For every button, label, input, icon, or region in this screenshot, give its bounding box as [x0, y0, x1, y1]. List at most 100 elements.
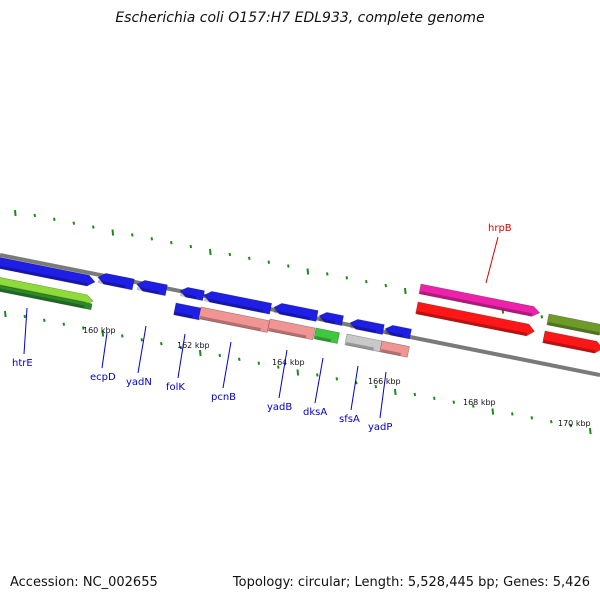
outer-tick [540, 315, 544, 319]
gene-label-yadB: yadB [267, 402, 292, 413]
gene-label-hrpB: hrpB [488, 223, 512, 234]
outer-tick [111, 229, 115, 236]
inner-tick [140, 338, 144, 342]
inner-tick [62, 322, 66, 326]
ruler-label: 170 kbp [558, 419, 591, 428]
inner-tick [82, 326, 85, 330]
cds-feature [415, 301, 535, 337]
gene-leader-line [222, 341, 232, 389]
gene-label-sfsA: sfsA [339, 414, 360, 425]
inner-tick [277, 365, 280, 369]
ruler-label: 162 kbp [177, 341, 210, 350]
outer-tick [404, 287, 407, 295]
gene-label-pcnB: pcnB [211, 392, 236, 403]
outer-tick [248, 256, 251, 260]
inner-tick [589, 427, 592, 435]
inner-tick [296, 369, 300, 376]
cds-feature [542, 330, 600, 354]
outer-tick [72, 221, 76, 225]
gene-label-dksA: dksA [303, 407, 327, 418]
cds-feature [379, 340, 410, 358]
inner-tick [472, 404, 475, 408]
inner-tick [218, 353, 222, 358]
gene-feature [273, 303, 319, 322]
gene-label-folK: folK [166, 382, 185, 393]
outer-tick [53, 217, 56, 221]
gene-leader-line [23, 307, 28, 355]
gene-label-yadN: yadN [126, 377, 152, 388]
inner-tick [179, 345, 183, 350]
gene-leader-line [485, 236, 499, 284]
gene-leader-line [101, 332, 108, 369]
gene-feature [0, 256, 96, 287]
cds-feature [0, 284, 93, 311]
cds-feature [313, 327, 340, 344]
outer-tick [170, 241, 173, 245]
cds-feature [173, 302, 202, 321]
inner-tick [199, 349, 202, 357]
inner-tick [433, 396, 436, 400]
inner-tick [43, 318, 46, 322]
outer-tick [150, 237, 154, 241]
inner-tick [511, 412, 514, 416]
outer-tick [345, 276, 349, 280]
outer-tick [306, 268, 310, 275]
gene-feature [97, 273, 135, 291]
gene-label-ecpD: ecpD [90, 372, 116, 383]
ruler-label: 164 kbp [272, 358, 305, 367]
inner-tick [160, 342, 163, 346]
inner-tick [530, 416, 534, 420]
outer-tick [384, 283, 388, 288]
gene-label-yadP: yadP [368, 422, 392, 433]
inner-tick [550, 420, 553, 424]
inner-tick [4, 310, 7, 318]
gene-feature [318, 312, 344, 326]
inner-tick [491, 408, 495, 415]
inner-tick [316, 373, 319, 377]
accession-label: Accession: NC_002655 [10, 575, 158, 590]
gene-leader-line [379, 371, 387, 419]
outer-tick [228, 252, 232, 257]
ruler-label: 168 kbp [463, 398, 496, 407]
gene-leader-line [314, 357, 324, 404]
inner-tick [257, 361, 261, 365]
inner-tick [121, 334, 124, 338]
outer-tick [33, 213, 37, 218]
gene-leader-line [137, 325, 147, 374]
page-title: Escherichia coli O157:H7 EDL933, complet… [115, 10, 485, 26]
gene-feature [349, 319, 385, 335]
outer-tick [287, 264, 290, 268]
gene-leader-line [278, 349, 288, 399]
inner-tick [374, 384, 378, 389]
inner-tick [569, 423, 573, 428]
gene-feature [179, 287, 205, 301]
outer-tick [326, 272, 329, 276]
gene-feature [384, 325, 412, 340]
cds-feature [198, 306, 270, 333]
inner-tick [238, 357, 241, 361]
inner-tick [101, 330, 105, 337]
outer-tick [267, 260, 271, 264]
gene-feature [203, 291, 273, 315]
inner-tick [23, 314, 27, 319]
inner-tick [394, 388, 397, 396]
outer-tick [131, 233, 134, 237]
gene-leader-line [350, 365, 359, 411]
gene-feature [546, 313, 600, 336]
cds-feature [344, 333, 383, 353]
outer-tick [189, 244, 193, 249]
gene-feature [418, 283, 541, 317]
inner-tick [355, 381, 358, 385]
cds-feature [267, 318, 316, 341]
gene-label-htrE: htrE [12, 358, 33, 369]
inner-tick [335, 377, 339, 381]
outer-tick [365, 280, 368, 284]
outer-tick [14, 209, 17, 217]
gene-leader-line [177, 333, 186, 379]
inner-tick [452, 400, 456, 404]
outer-tick [92, 225, 95, 229]
outer-tick [209, 248, 212, 256]
genome-stats-label: Topology: circular; Length: 5,528,445 bp… [232, 575, 590, 590]
inner-tick [413, 392, 417, 397]
